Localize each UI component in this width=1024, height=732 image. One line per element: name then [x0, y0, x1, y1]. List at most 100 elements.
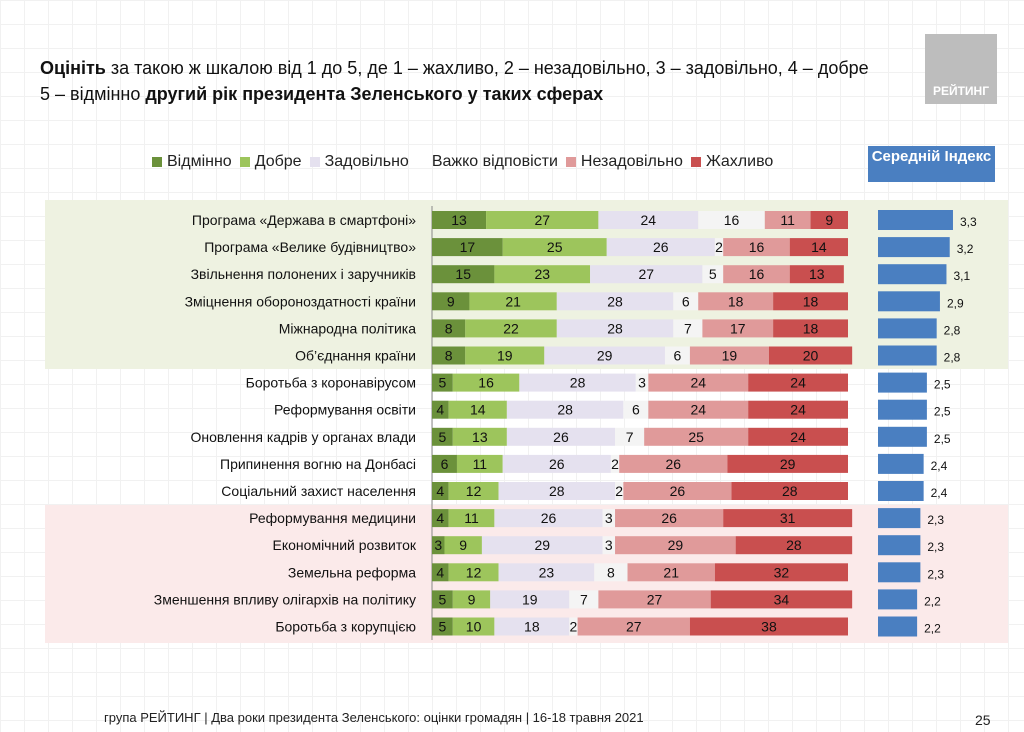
- bar-segment: [432, 536, 445, 555]
- data-label: 6: [682, 293, 690, 309]
- bar-segment: [432, 617, 453, 636]
- legend-item: Відмінно: [152, 153, 232, 171]
- bar-segment: [502, 238, 607, 257]
- bar-segment: [448, 563, 499, 582]
- mean-index-label: 2,5: [934, 432, 951, 446]
- data-label: 27: [638, 266, 654, 282]
- data-label: 5: [439, 375, 447, 391]
- data-label: 29: [780, 456, 796, 472]
- data-label: 23: [539, 564, 555, 580]
- data-label: 9: [468, 591, 476, 607]
- data-label: 18: [728, 293, 744, 309]
- legend-swatch: [309, 157, 320, 167]
- data-label: 28: [549, 483, 565, 499]
- data-label: 17: [730, 320, 746, 336]
- legend-swatch: [565, 157, 576, 167]
- mean-index-bar: [878, 372, 927, 393]
- data-label: 29: [597, 348, 613, 364]
- category-label: Програма «Велике будівництво»: [204, 239, 416, 255]
- bar-segment: [432, 265, 495, 284]
- data-label: 13: [472, 429, 488, 445]
- bar-segment: [494, 617, 570, 636]
- legend-item: Жахливо: [690, 153, 773, 171]
- category-label: Звільнення полонених і заручників: [191, 266, 416, 282]
- data-label: 16: [724, 212, 740, 228]
- bar-segment: [810, 211, 848, 229]
- bar-segment: [602, 509, 616, 528]
- data-label: 27: [647, 591, 663, 607]
- mean-index-bar: [878, 210, 953, 230]
- mean-index-bar: [878, 562, 921, 583]
- bar-segment: [432, 427, 453, 446]
- data-label: 24: [790, 429, 806, 445]
- bar-segment: [481, 536, 603, 555]
- data-label: 28: [782, 483, 798, 499]
- data-label: 7: [684, 320, 692, 336]
- bar-segment: [627, 563, 715, 582]
- data-label: 18: [524, 619, 540, 635]
- bar-segment: [623, 400, 649, 419]
- data-label: 4: [436, 402, 444, 418]
- legend-label: Добре: [254, 153, 302, 170]
- mean-index-label: 2,5: [934, 378, 951, 392]
- mean-index-bar: [878, 508, 921, 529]
- data-label: 9: [459, 537, 467, 553]
- bar-segment: [727, 454, 848, 473]
- bar-segment: [452, 590, 491, 609]
- mean-index-label: 2,8: [944, 323, 961, 337]
- bar-segment: [689, 346, 769, 365]
- data-label: 6: [632, 402, 640, 418]
- bar-segment: [502, 454, 611, 473]
- mean-index-label: 3,3: [960, 215, 977, 229]
- data-label: 2: [615, 483, 623, 499]
- bar-segment: [723, 509, 853, 528]
- bar-segment: [735, 536, 853, 555]
- data-label: 17: [460, 239, 476, 255]
- mean-index-bar: [878, 318, 937, 339]
- data-label: 13: [451, 212, 467, 228]
- data-label: 2: [570, 619, 578, 635]
- mean-index-label: 2,2: [924, 594, 941, 608]
- category-label: Боротьба з корупцією: [275, 619, 416, 635]
- bar-segment: [702, 319, 774, 338]
- data-label: 28: [557, 402, 573, 418]
- legend-label: Важко відповісти: [431, 153, 558, 170]
- data-label: 20: [803, 348, 819, 364]
- data-label: 21: [505, 293, 521, 309]
- legend-label: Незадовільно: [580, 153, 683, 170]
- data-label: 22: [503, 320, 519, 336]
- data-label: 29: [668, 537, 684, 553]
- bar-segment: [648, 373, 749, 392]
- bar-segment: [748, 373, 848, 392]
- bar-segment: [494, 265, 591, 284]
- bar-segment: [673, 292, 699, 311]
- category-label: Соціальний захист населення: [221, 483, 416, 499]
- data-label: 26: [549, 456, 565, 472]
- mean-index-label: 2,4: [931, 459, 948, 473]
- data-label: 16: [749, 266, 765, 282]
- data-label: 2: [715, 239, 723, 255]
- bar-segment: [635, 373, 649, 392]
- data-label: 31: [780, 510, 796, 526]
- footer: група РЕЙТИНГ | Два роки президента Зеле…: [104, 710, 644, 725]
- data-label: 11: [780, 212, 795, 228]
- category-label: Земельна реформа: [288, 564, 416, 580]
- data-label: 26: [541, 510, 557, 526]
- data-label: 26: [661, 510, 677, 526]
- page-title: Оцініть за такою ж шкалою від 1 до 5, де…: [40, 58, 869, 104]
- bar-segment: [594, 563, 628, 582]
- bar-segment: [673, 319, 703, 338]
- bar-segment: [648, 400, 749, 419]
- bar-segment: [698, 211, 765, 229]
- data-label: 3: [638, 375, 646, 391]
- data-label: 19: [497, 348, 513, 364]
- bar-segment: [714, 238, 724, 257]
- category-label: Реформування медицини: [249, 510, 416, 526]
- data-label: 13: [809, 266, 825, 282]
- mean-index-label: 2,3: [927, 567, 944, 581]
- bar-segment: [748, 427, 848, 446]
- bar-segment: [432, 400, 449, 419]
- legend-item: Добре: [239, 153, 302, 171]
- mean-index-label: 2,3: [927, 513, 944, 527]
